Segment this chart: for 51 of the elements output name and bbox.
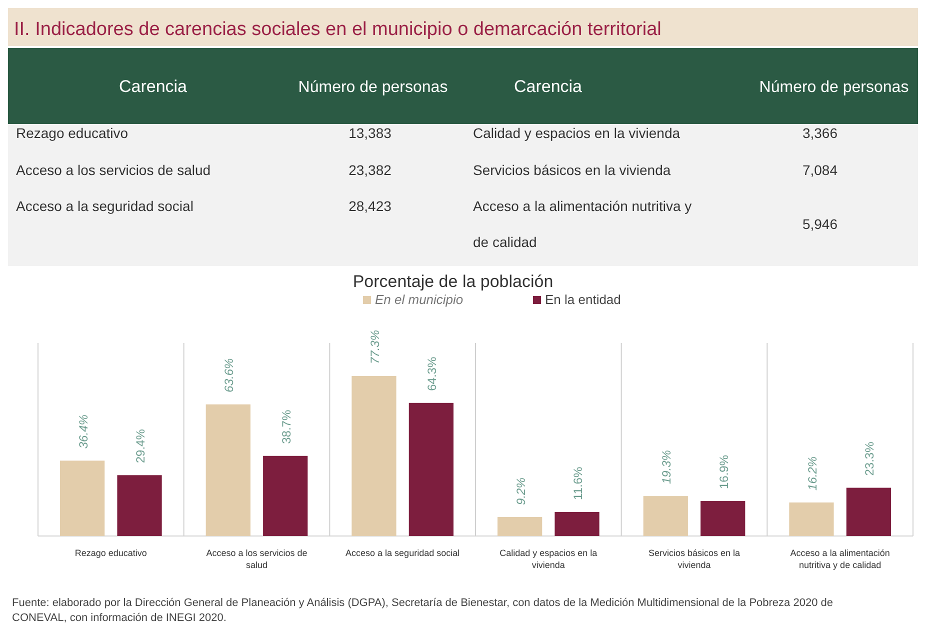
source-note: Fuente: elaborado por la Dirección General de Planeación y Análisis (DGPA), Secretaría de Bienestar, con datos de la Medición Multidimensional de la Pobreza 2020 de CONEVAL, con información de INEGI 2020.: [12, 597, 833, 623]
bar: [700, 501, 746, 536]
data-label: 9.2%: [514, 477, 528, 505]
data-label: 23.3%: [862, 441, 877, 476]
data-label: 38.7%: [279, 410, 294, 444]
text: Número de personas: [759, 79, 909, 96]
bar: [206, 404, 250, 536]
text: Carencia: [514, 77, 583, 96]
text: 23,382: [348, 162, 392, 178]
data-label: 64.3%: [425, 356, 440, 391]
text: Servicios básicos en la vivienda: [473, 162, 671, 178]
data-label: 36.4%: [76, 414, 90, 449]
x-tick-label: Acceso a la seguridad social: [346, 548, 460, 558]
data-label: 16.9%: [716, 454, 731, 490]
data-label: 63.6%: [222, 358, 236, 392]
data-label: 11.6%: [571, 466, 586, 500]
text: 3,366: [802, 125, 838, 141]
bar: [352, 376, 396, 536]
bar: [554, 512, 600, 536]
bar: [117, 475, 162, 536]
text: Número de personas: [298, 79, 448, 96]
data-label: 77.3%: [368, 330, 382, 364]
text: 28,423: [348, 198, 392, 214]
text: Calidad y espacios en la vivienda: [473, 125, 680, 141]
data-label: 16.2%: [805, 456, 820, 490]
text: Rezago educativo: [16, 125, 128, 141]
x-tick-label: Servicios básicos en la vivienda: [648, 548, 740, 570]
text: 7,084: [802, 162, 838, 178]
bar: [263, 456, 308, 536]
text: Acceso a los servicios de salud: [16, 162, 211, 178]
bar: [498, 516, 542, 536]
bar: [60, 460, 105, 536]
legend-label: En la entidad: [545, 292, 621, 307]
text: 5,946: [802, 216, 838, 232]
data-label: 29.4%: [134, 428, 148, 464]
text: 13,383: [348, 125, 392, 141]
bar: [846, 488, 891, 536]
bar: [643, 496, 688, 536]
data-label: 19.3%: [660, 450, 674, 484]
x-tick-label: Rezago educativo: [74, 548, 147, 558]
text: Carencia: [118, 77, 188, 96]
text: Acceso a la seguridad social: [16, 198, 194, 214]
x-tick-label: Acceso a los servicios de salud: [206, 548, 308, 570]
x-tick-label: Acceso a la alimentación nutritiva y de calidad: [790, 548, 890, 570]
text: II. Indicadores de carencias sociales en el municipio o demarcación territorial: [14, 19, 662, 40]
chart-title: Porcentaje de la población: [352, 272, 554, 291]
text: Acceso a la alimentación nutritiva y de calidad: [473, 198, 692, 250]
bar: [408, 402, 454, 536]
legend-label: En el municipio: [375, 292, 464, 307]
x-tick-label: Calidad y espacios en la vivienda: [500, 548, 598, 570]
bar: [789, 502, 834, 536]
